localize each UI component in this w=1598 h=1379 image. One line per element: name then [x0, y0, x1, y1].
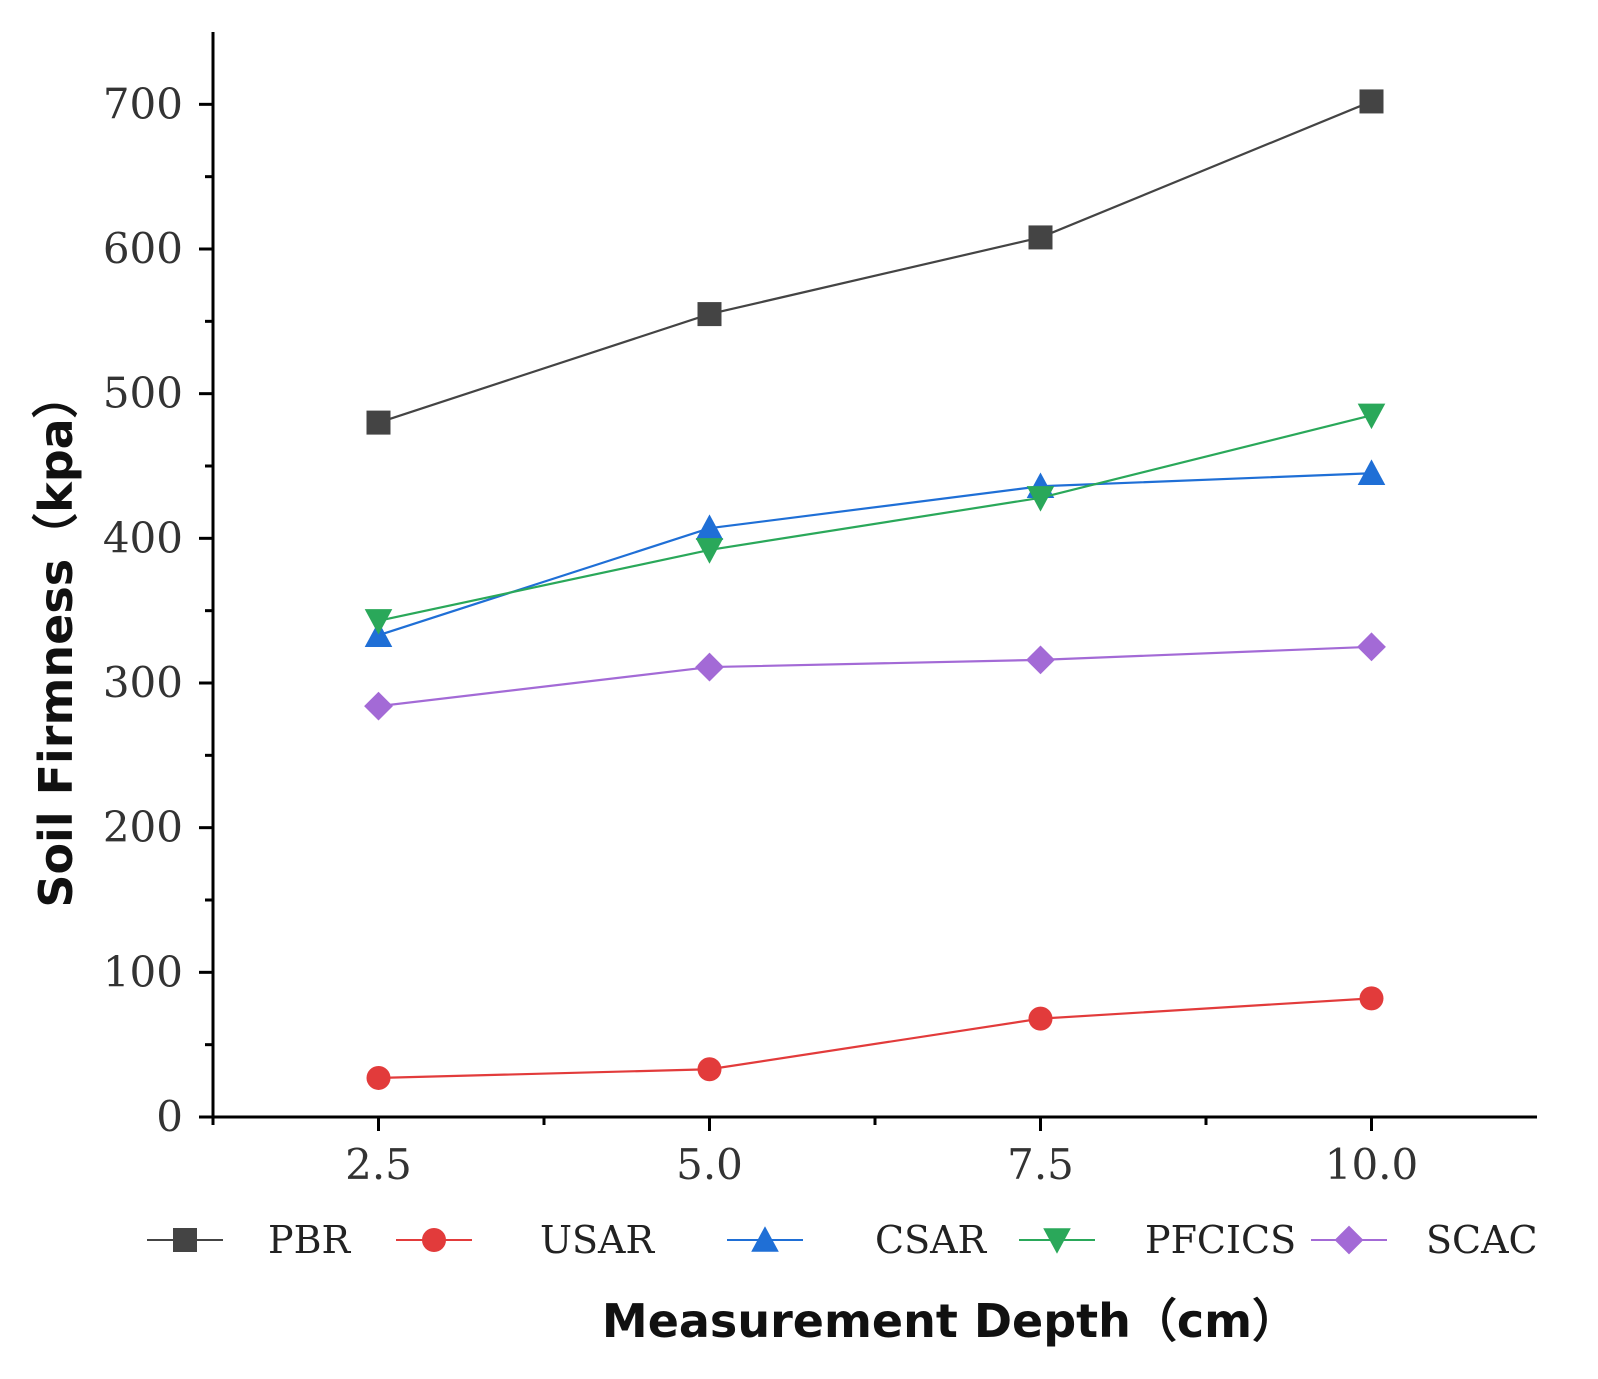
- y-tick-label: 400: [103, 513, 183, 562]
- data-point-pfcics: [1357, 403, 1386, 430]
- y-tick-label: 600: [103, 224, 183, 273]
- y-tick-label: 300: [103, 658, 183, 707]
- x-tick-label: 2.5: [345, 1140, 412, 1189]
- y-tick-label: 700: [103, 79, 183, 128]
- data-point-scac: [364, 691, 393, 721]
- data-point-pfcics: [695, 538, 724, 564]
- data-point-pfcics: [1026, 486, 1055, 512]
- data-point-pfcics: [364, 609, 393, 635]
- legend-marker-pfcics: [1043, 1228, 1071, 1254]
- data-point-csar: [1357, 459, 1386, 485]
- y-tick-label: 500: [103, 369, 183, 418]
- data-point-csar: [695, 514, 724, 540]
- y-tick-label: 100: [103, 947, 183, 996]
- y-tick-label: 200: [103, 803, 183, 852]
- axes: 0 100 200 300 400 500 600 700 2.5 5.0 7.5 10.0: [103, 32, 1537, 1189]
- series-line-csar: [378, 472, 1372, 637]
- y-axis-title: Soil Firmness（kpa）: [29, 372, 83, 907]
- legend-marker-csar: [751, 1226, 779, 1252]
- legend-label-usar: USAR: [540, 1218, 656, 1262]
- data-point-pbr: [1359, 89, 1384, 114]
- data-point-scac: [1026, 645, 1055, 675]
- x-axis-title: Measurement Depth（cm）: [602, 1294, 1298, 1348]
- legend-label-pbr: PBR: [268, 1218, 351, 1262]
- data-point-scac: [695, 652, 724, 682]
- series-line-pfcics: [378, 414, 1372, 622]
- x-tick-label: 10.0: [1325, 1140, 1419, 1189]
- data-point-usar: [697, 1057, 722, 1082]
- plot-area: [364, 89, 1386, 1090]
- series-line-usar: [378, 997, 1372, 1080]
- x-tick-label: 5.0: [676, 1140, 743, 1189]
- data-point-usar: [366, 1065, 391, 1090]
- data-point-scac: [1357, 632, 1386, 662]
- data-point-pbr: [697, 302, 722, 327]
- data-point-pbr: [366, 410, 391, 435]
- y-tick-label: 0: [156, 1092, 183, 1141]
- data-point-usar: [1028, 1006, 1053, 1031]
- legend-label-csar: CSAR: [875, 1218, 988, 1262]
- legend-marker-scac: [1334, 1225, 1364, 1255]
- data-point-pbr: [1028, 225, 1053, 250]
- series-line-scac: [378, 645, 1372, 708]
- legend-label-pfcics: PFCICS: [1145, 1218, 1296, 1262]
- legend-label-scac: SCAC: [1426, 1218, 1538, 1262]
- series-line-pbr: [378, 100, 1372, 424]
- x-tick-label: 7.5: [1007, 1140, 1074, 1189]
- legend-marker-usar: [422, 1228, 446, 1252]
- legend-marker-pbr: [173, 1228, 197, 1252]
- legend: PBR USAR CSAR PFCICS SCAC: [147, 1218, 1538, 1262]
- data-point-usar: [1359, 986, 1384, 1011]
